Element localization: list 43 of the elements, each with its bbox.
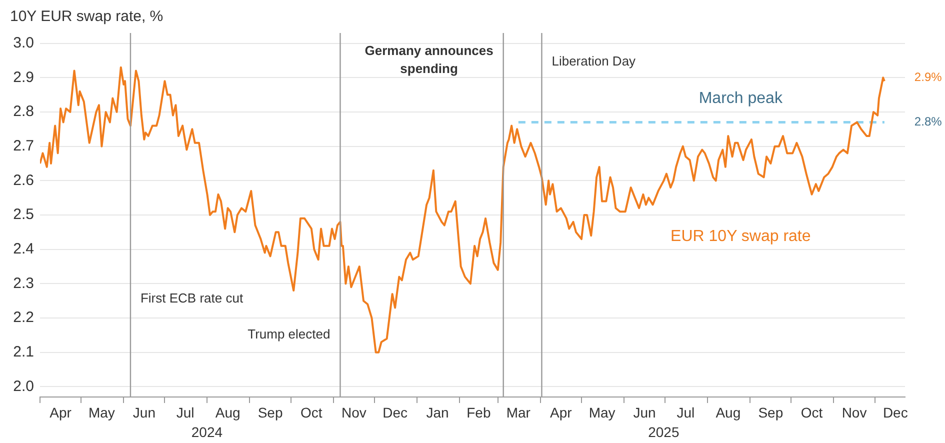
x-tick-label: Dec (882, 404, 908, 420)
x-tick-label: Aug (716, 404, 741, 420)
x-tick-label: Aug (215, 404, 240, 420)
x-tick-label: Oct (300, 404, 322, 420)
x-tick-label: May (88, 404, 115, 420)
x-tick-label: Feb (466, 404, 491, 420)
series-label: March peak (698, 90, 784, 107)
ref-line-label: Trump elected (248, 326, 330, 342)
y-tick-label: 2.1 (13, 344, 34, 360)
annotation: 2.9% (914, 70, 942, 84)
y-tick-label: 2.0 (13, 378, 34, 395)
y-tick-label: 2.7 (13, 137, 34, 154)
y-tick-label: 2.9 (13, 68, 34, 86)
y-tick-label: 2.5 (13, 206, 34, 224)
x-tick-label: Nov (842, 404, 867, 420)
x-tick-label: Jul (176, 404, 194, 420)
y-tick-label: 2.4 (13, 240, 34, 258)
y-tick-label: 2.8 (13, 103, 34, 120)
x-tick-label: Apr (550, 404, 572, 420)
ref-line-label: Liberation Day (552, 54, 636, 69)
text: 2024 (191, 424, 223, 440)
x-tick-label: Jun (633, 404, 656, 420)
x-tick-label: Jul (676, 404, 695, 420)
x-tick-label: Dec (382, 404, 408, 420)
x-tick-label: Jan (426, 404, 449, 420)
y-tick-label: 2.3 (13, 274, 34, 292)
x-tick-label: Jun (132, 404, 156, 420)
y-tick-label: 2.2 (13, 309, 34, 326)
series-label: EUR 10Y swap rate (670, 228, 811, 246)
annotation: 2.8% (914, 114, 942, 129)
y-axis-title: 10Y EUR swap rate, % (10, 8, 164, 26)
x-tick-label: Sep (258, 404, 283, 420)
x-tick-label: May (588, 404, 616, 420)
ref-line-label: First ECB rate cut (140, 290, 244, 306)
text: 2025 (648, 424, 680, 440)
y-tick-label: 2.6 (13, 172, 34, 189)
x-tick-label: Mar (506, 404, 531, 420)
x-tick-label: Apr (50, 404, 72, 420)
y-tick-label: 3.0 (13, 34, 34, 52)
x-tick-label: Sep (758, 404, 784, 420)
x-tick-label: Oct (800, 404, 823, 420)
ref-line-label: Germany announces spending (364, 42, 494, 76)
x-tick-label: Nov (341, 404, 366, 420)
